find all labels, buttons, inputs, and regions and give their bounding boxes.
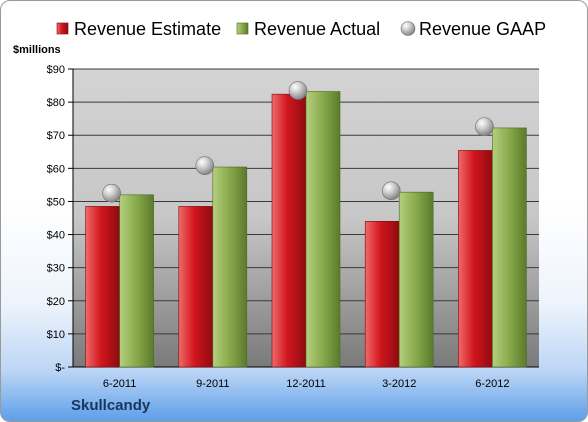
x-axis-ticks: 6-2011 9-2011 12-2011 3-2012 6-2012: [103, 378, 510, 390]
legend-swatch: [236, 22, 249, 35]
y-tick-label: $40: [47, 230, 65, 242]
legend-swatch: [400, 21, 416, 36]
legend-label: Revenue Actual: [254, 19, 380, 39]
point-revenue-gaap: [475, 117, 494, 136]
x-tick-label: 12-2011: [286, 378, 326, 390]
bar-revenue-estimate: [364, 221, 400, 368]
point-revenue-gaap: [381, 181, 401, 201]
y-tick-label: $60: [47, 163, 65, 175]
x-tick-label: 6-2012: [475, 378, 509, 390]
x-tick-label: 9-2011: [196, 378, 229, 390]
bars: [85, 91, 527, 368]
bar-revenue-actual: [305, 91, 341, 368]
bar-revenue-actual: [212, 166, 248, 368]
point-revenue-gaap: [195, 156, 215, 175]
y-tick-label: $70: [47, 130, 65, 142]
legend-swatch: [56, 22, 69, 35]
bar-revenue-actual: [398, 191, 434, 368]
y-axis-label: $millions: [13, 44, 61, 56]
y-tick-label: $50: [47, 196, 65, 208]
y-tick-label: $10: [47, 329, 65, 341]
y-tick-label: $30: [47, 263, 65, 275]
x-tick-label: 6-2011: [103, 378, 136, 390]
legend: Revenue Estimate Revenue Actual Revenue GA…: [56, 19, 546, 39]
bar-revenue-actual: [492, 127, 527, 368]
bar-revenue-estimate: [458, 150, 493, 368]
bar-revenue-estimate: [85, 206, 120, 368]
x-tick-label: 3-2012: [382, 378, 416, 390]
legend-label: Revenue Estimate: [74, 19, 221, 39]
y-tick-label: $90: [47, 64, 65, 76]
legend-label: Revenue GAAP: [419, 19, 546, 39]
bar-revenue-estimate: [271, 93, 307, 368]
point-revenue-gaap: [288, 81, 308, 100]
y-tick-label: $80: [47, 97, 65, 109]
bar-revenue-estimate: [178, 206, 214, 368]
y-tick-label: $-: [55, 362, 65, 374]
bar-revenue-actual: [119, 194, 154, 368]
point-revenue-gaap: [102, 183, 121, 203]
gaap-points: [102, 81, 494, 203]
company-name: Skullcandy: [71, 397, 151, 414]
y-tick-label: $20: [47, 296, 65, 308]
